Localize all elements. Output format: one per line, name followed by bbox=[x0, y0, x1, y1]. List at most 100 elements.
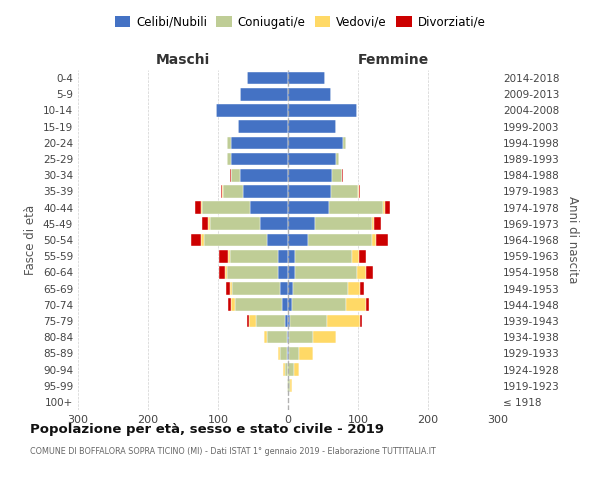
Bar bbox=[288, 298, 292, 311]
Bar bbox=[225, 266, 227, 278]
Bar bbox=[288, 169, 332, 181]
Bar bbox=[247, 72, 288, 85]
Bar bbox=[232, 282, 280, 295]
Bar bbox=[358, 185, 359, 198]
Bar bbox=[288, 314, 290, 328]
Y-axis label: Fasce di età: Fasce di età bbox=[25, 205, 37, 275]
Bar bbox=[288, 331, 289, 344]
Bar bbox=[223, 185, 242, 198]
Bar bbox=[288, 136, 343, 149]
Bar bbox=[288, 152, 335, 166]
Bar bbox=[263, 331, 267, 344]
Bar bbox=[376, 234, 388, 246]
Bar bbox=[260, 218, 288, 230]
Bar bbox=[241, 88, 288, 101]
Bar bbox=[288, 363, 293, 376]
Bar bbox=[228, 298, 232, 311]
Bar bbox=[314, 218, 372, 230]
Bar bbox=[191, 234, 201, 246]
Bar bbox=[195, 202, 200, 214]
Bar bbox=[247, 314, 249, 328]
Bar bbox=[299, 347, 313, 360]
Bar bbox=[347, 282, 360, 295]
Bar bbox=[335, 152, 339, 166]
Text: Femmine: Femmine bbox=[358, 53, 428, 67]
Bar bbox=[367, 266, 373, 278]
Bar bbox=[230, 152, 288, 166]
Bar bbox=[288, 266, 295, 278]
Bar bbox=[201, 234, 204, 246]
Bar bbox=[216, 104, 288, 117]
Bar bbox=[287, 347, 288, 360]
Bar bbox=[372, 218, 374, 230]
Bar bbox=[256, 314, 285, 328]
Bar bbox=[295, 250, 352, 262]
Bar bbox=[250, 202, 288, 214]
Bar bbox=[235, 298, 283, 311]
Bar bbox=[277, 266, 288, 278]
Bar bbox=[293, 282, 347, 295]
Bar bbox=[360, 282, 364, 295]
Bar bbox=[313, 331, 335, 344]
Bar bbox=[288, 282, 293, 295]
Bar bbox=[360, 314, 361, 328]
Bar bbox=[288, 202, 329, 214]
Bar bbox=[238, 120, 288, 133]
Bar bbox=[227, 136, 230, 149]
Bar bbox=[202, 202, 250, 214]
Bar bbox=[356, 266, 367, 278]
Bar bbox=[277, 250, 288, 262]
Bar bbox=[267, 331, 287, 344]
Bar bbox=[232, 298, 235, 311]
Bar bbox=[220, 266, 225, 278]
Bar bbox=[290, 380, 292, 392]
Bar bbox=[226, 282, 230, 295]
Bar bbox=[385, 202, 390, 214]
Bar bbox=[230, 136, 288, 149]
Bar bbox=[288, 234, 308, 246]
Bar bbox=[383, 202, 385, 214]
Bar bbox=[332, 169, 342, 181]
Bar bbox=[366, 298, 369, 311]
Bar bbox=[290, 314, 326, 328]
Bar bbox=[342, 169, 343, 181]
Legend: Celibi/Nubili, Coniugati/e, Vedovi/e, Divorziati/e: Celibi/Nubili, Coniugati/e, Vedovi/e, Di… bbox=[110, 11, 490, 34]
Bar bbox=[293, 363, 299, 376]
Bar bbox=[288, 185, 331, 198]
Bar bbox=[230, 282, 232, 295]
Bar bbox=[346, 298, 366, 311]
Bar bbox=[280, 282, 288, 295]
Bar bbox=[374, 218, 381, 230]
Bar bbox=[288, 72, 325, 85]
Bar bbox=[288, 120, 335, 133]
Bar bbox=[230, 169, 241, 181]
Y-axis label: Anni di nascita: Anni di nascita bbox=[566, 196, 579, 284]
Bar bbox=[288, 347, 289, 360]
Bar bbox=[288, 250, 295, 262]
Bar bbox=[283, 363, 284, 376]
Bar bbox=[227, 266, 277, 278]
Bar bbox=[289, 331, 313, 344]
Bar bbox=[359, 250, 367, 262]
Text: COMUNE DI BOFFALORA SOPRA TICINO (MI) - Dati ISTAT 1° gennaio 2019 - Elaborazion: COMUNE DI BOFFALORA SOPRA TICINO (MI) - … bbox=[30, 448, 436, 456]
Bar bbox=[221, 185, 222, 198]
Bar bbox=[326, 314, 360, 328]
Bar bbox=[204, 234, 267, 246]
Bar bbox=[288, 218, 314, 230]
Bar bbox=[230, 250, 277, 262]
Bar bbox=[372, 234, 376, 246]
Bar bbox=[278, 347, 280, 360]
Bar bbox=[220, 250, 228, 262]
Bar bbox=[288, 88, 331, 101]
Bar bbox=[329, 202, 383, 214]
Bar bbox=[287, 331, 288, 344]
Bar bbox=[228, 250, 230, 262]
Bar bbox=[284, 363, 288, 376]
Bar bbox=[352, 250, 359, 262]
Bar bbox=[288, 380, 290, 392]
Bar bbox=[267, 234, 288, 246]
Bar bbox=[222, 185, 223, 198]
Bar bbox=[209, 218, 260, 230]
Text: Popolazione per età, sesso e stato civile - 2019: Popolazione per età, sesso e stato civil… bbox=[30, 422, 384, 436]
Bar bbox=[227, 152, 230, 166]
